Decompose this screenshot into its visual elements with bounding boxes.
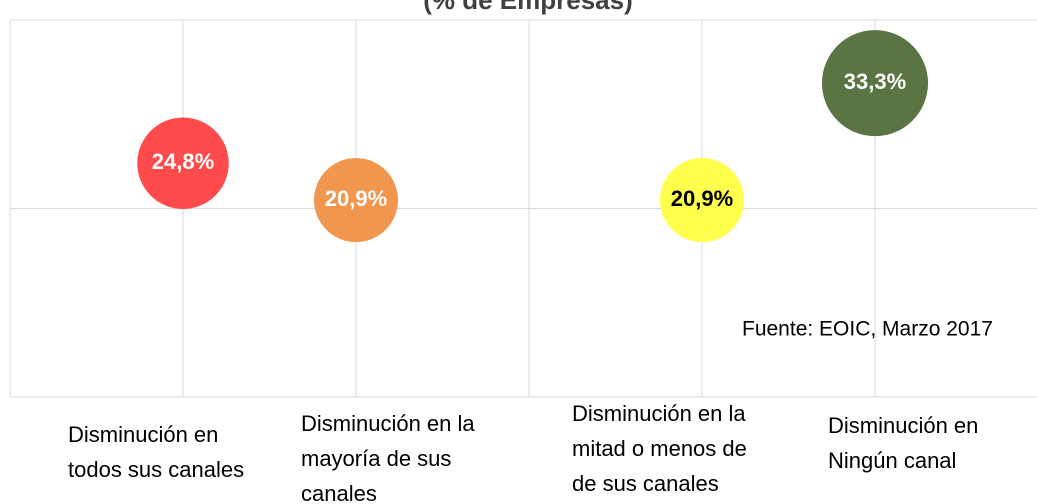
bubble [821,30,929,137]
chart-title: (% de Empresas) [423,0,633,15]
x-tick-label-line: Disminución en la [572,401,746,426]
x-tick-label-line: mayoría de sus [301,446,451,471]
bubble [313,158,399,243]
source-note: Fuente: EOIC, Marzo 2017 [742,318,993,341]
bubble [659,158,745,243]
data-label: 33,3% [844,69,906,94]
x-tick-label: Disminución en Ningún canal [828,413,978,473]
x-tick-label: Disminución en todos sus canales [68,422,244,482]
x-tick-label-line: Disminución en la [301,411,475,436]
x-tick-label-line: Ningún canal [828,448,956,473]
x-tick-label-line: de sus canales [572,471,719,496]
data-label: 24,8% [152,149,214,174]
data-label: 20,9% [325,186,387,211]
x-tick-label-line: canales [301,481,377,504]
x-tick-label: Disminución en la mayoría de sus canales [301,411,475,504]
x-tick-label-line: Disminución en [828,413,978,438]
data-label: 20,9% [671,186,733,211]
x-tick-label-line: Disminución en [68,422,218,447]
x-tick-label-line: todos sus canales [68,457,244,482]
bubble [137,117,229,210]
x-tick-label: Disminución en la mitad o menos de de sus … [572,401,747,496]
x-tick-label-line: mitad o menos de [572,436,747,461]
